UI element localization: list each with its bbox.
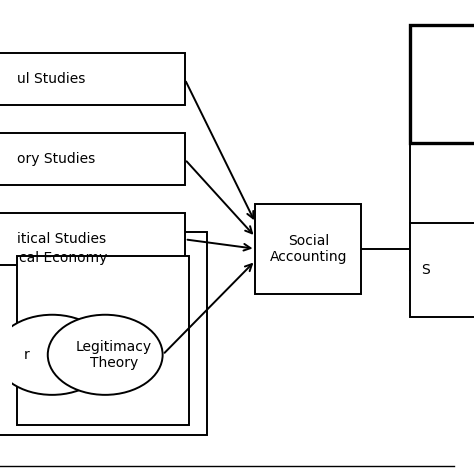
Text: Legitimacy
Theory: Legitimacy Theory <box>76 340 152 370</box>
Text: r: r <box>23 348 29 362</box>
Text: ory Studies: ory Studies <box>17 152 95 166</box>
Bar <box>0 232 207 435</box>
Bar <box>0 53 185 105</box>
Bar <box>255 204 362 293</box>
Text: Social
Accounting: Social Accounting <box>270 234 347 264</box>
Ellipse shape <box>48 315 163 395</box>
Bar <box>0 133 185 185</box>
Ellipse shape <box>0 315 109 395</box>
Text: cal Economy: cal Economy <box>19 251 108 265</box>
Bar <box>410 25 474 143</box>
Bar <box>0 213 185 265</box>
Text: S: S <box>421 263 430 277</box>
Text: itical Studies: itical Studies <box>17 232 106 246</box>
Bar <box>410 223 474 317</box>
Text: ul Studies: ul Studies <box>17 72 85 86</box>
Bar <box>17 256 189 426</box>
